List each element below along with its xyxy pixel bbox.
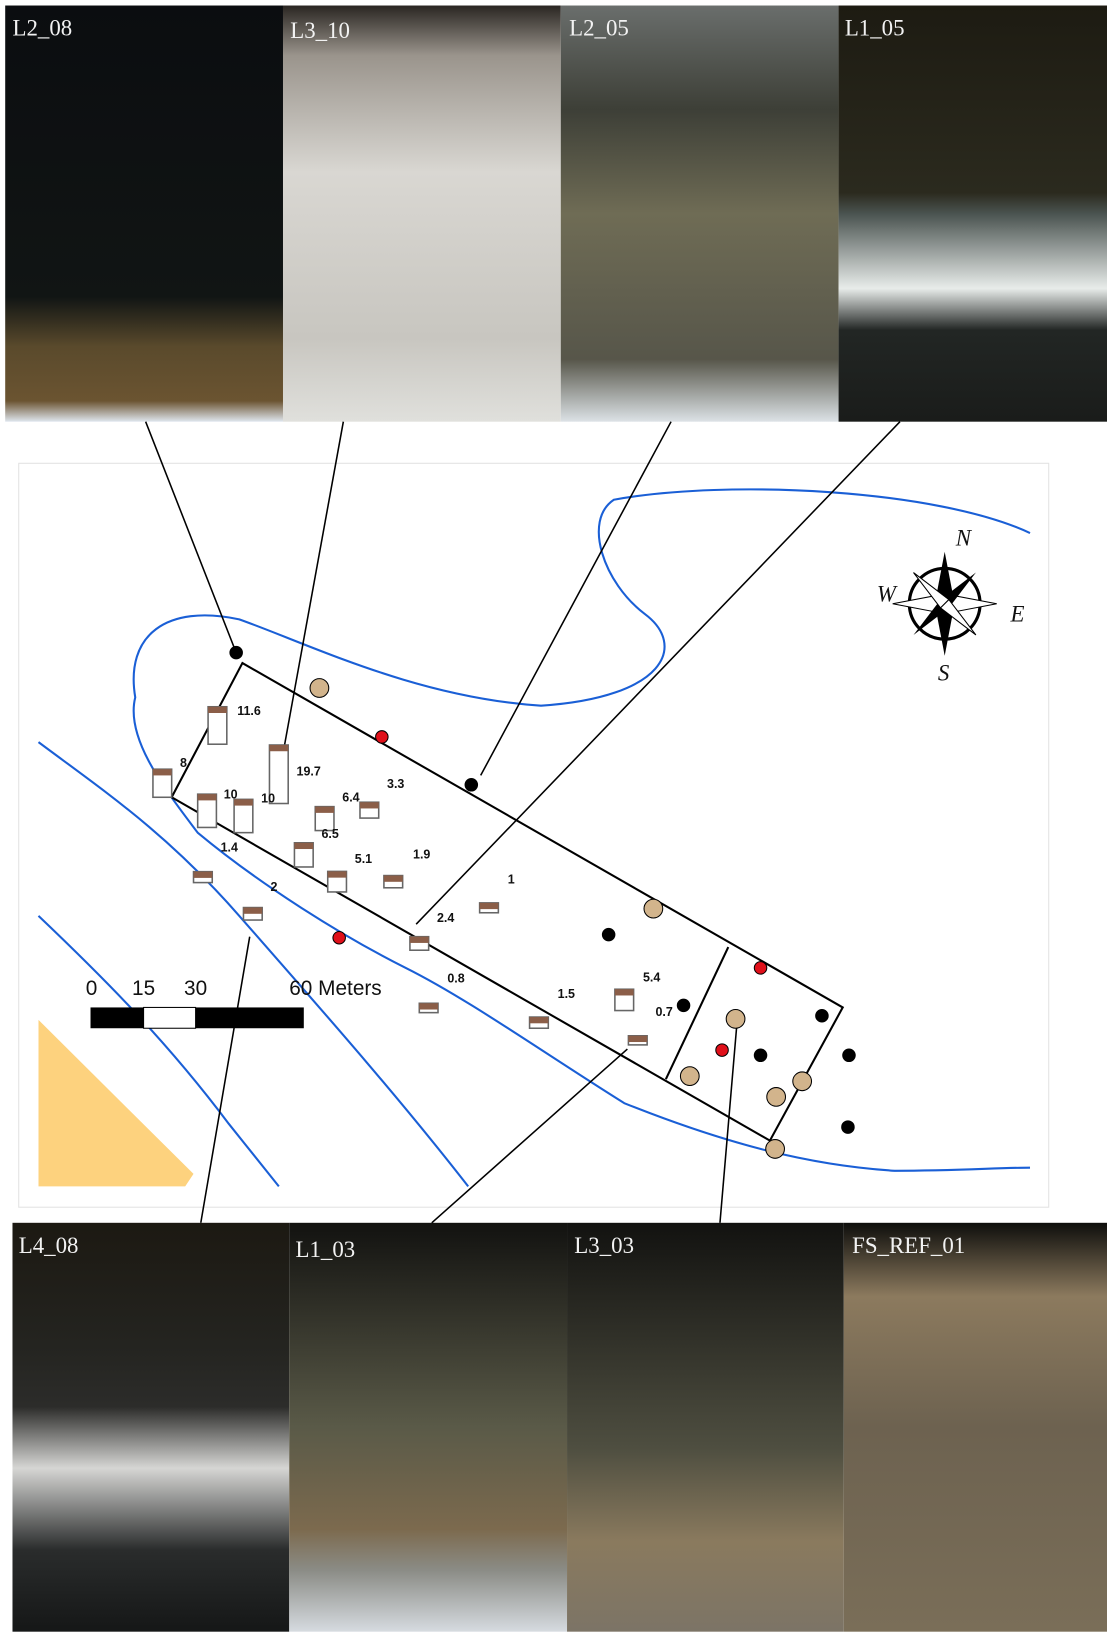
- photo-label: L2_08: [12, 16, 72, 41]
- bar-label: 1: [508, 873, 515, 887]
- bar-top: [529, 1017, 549, 1024]
- bar-top: [152, 769, 172, 776]
- photo-label: L3_10: [290, 18, 350, 43]
- map-frame: [18, 462, 1050, 1208]
- bar-top: [614, 989, 634, 996]
- bar-top: [269, 744, 289, 752]
- bar-label: 5.4: [643, 970, 660, 984]
- bar-label: 10: [224, 787, 238, 801]
- bar-label: 19.7: [297, 764, 321, 778]
- photo: [843, 1222, 1107, 1632]
- bar-top: [327, 871, 347, 878]
- photo: [560, 5, 839, 422]
- bar-label: 2.4: [437, 911, 454, 925]
- photo-label: L1_05: [845, 16, 905, 41]
- photo-label: L2_05: [569, 16, 629, 41]
- photo: [12, 1222, 290, 1632]
- land-area: [38, 1019, 194, 1187]
- map: 11.6 19.7 8 10 10 6.4 3.3 6.5 5.1 1.9 1.4 2 1 2.4 0.8 1…: [18, 421, 1050, 1224]
- bar-top: [409, 936, 429, 943]
- survey-divider: [664, 946, 730, 1080]
- bar-top: [628, 1035, 648, 1043]
- photo: [838, 5, 1107, 422]
- bar-top: [383, 875, 403, 882]
- bar-label: 6.5: [321, 827, 338, 841]
- compass-label: W: [877, 582, 898, 607]
- bar-top: [243, 907, 263, 914]
- bar-label: 1.9: [413, 848, 430, 862]
- compass-label: S: [938, 661, 950, 686]
- photo: [289, 1222, 568, 1632]
- photo-label: L1_03: [295, 1237, 355, 1262]
- bar-label: 8: [180, 756, 187, 770]
- photo-label: FS_REF_01: [852, 1233, 965, 1258]
- compass: N S E W: [877, 525, 1025, 685]
- photo: [5, 5, 283, 422]
- bar-top: [208, 706, 227, 713]
- bar-top: [294, 842, 314, 850]
- bar-label: 6.4: [342, 790, 359, 804]
- photo-label: L3_03: [574, 1233, 634, 1258]
- scale-label: 30: [184, 977, 207, 1000]
- bar-markers: 11.6 19.7 8 10 10 6.4 3.3 6.5 5.1 1.9 1.4 2 1 2.4 0.8 1…: [152, 704, 673, 1046]
- bar-top: [197, 794, 217, 801]
- bar-top: [359, 802, 379, 809]
- bar-label: 1.5: [558, 987, 575, 1001]
- photo: [567, 1222, 844, 1632]
- bar-top: [479, 902, 499, 910]
- bar-top: [234, 799, 253, 806]
- scale-label: 60 Meters: [289, 977, 381, 1000]
- stations: [229, 645, 856, 1159]
- bar-top: [315, 806, 334, 813]
- compass-label: E: [1010, 601, 1025, 626]
- bar-label: 0.8: [447, 971, 464, 985]
- bar-label: 11.6: [237, 704, 261, 718]
- bar-top: [419, 1003, 439, 1010]
- bar-label: 0.7: [655, 1005, 672, 1019]
- bar-label: 5.1: [355, 852, 372, 866]
- scale-bar: 0 15 30 60 Meters: [86, 977, 382, 1029]
- bar-label: 10: [261, 791, 275, 805]
- photo-label: L4_08: [19, 1233, 79, 1258]
- scale-label: 0: [86, 977, 98, 1000]
- bar-label: 2: [271, 880, 278, 894]
- bar-top: [193, 871, 213, 878]
- photo: [282, 5, 561, 422]
- connector-lines: [144, 421, 901, 1224]
- scale-label: 15: [132, 977, 155, 1000]
- compass-label: N: [955, 525, 973, 550]
- bar-label: 3.3: [387, 777, 404, 791]
- photo-row: L2_08 L3_10 L2_05 L1_05 L4_08 L1_03 L3_0…: [5, 5, 1107, 1632]
- bar-label: 1.4: [221, 840, 238, 854]
